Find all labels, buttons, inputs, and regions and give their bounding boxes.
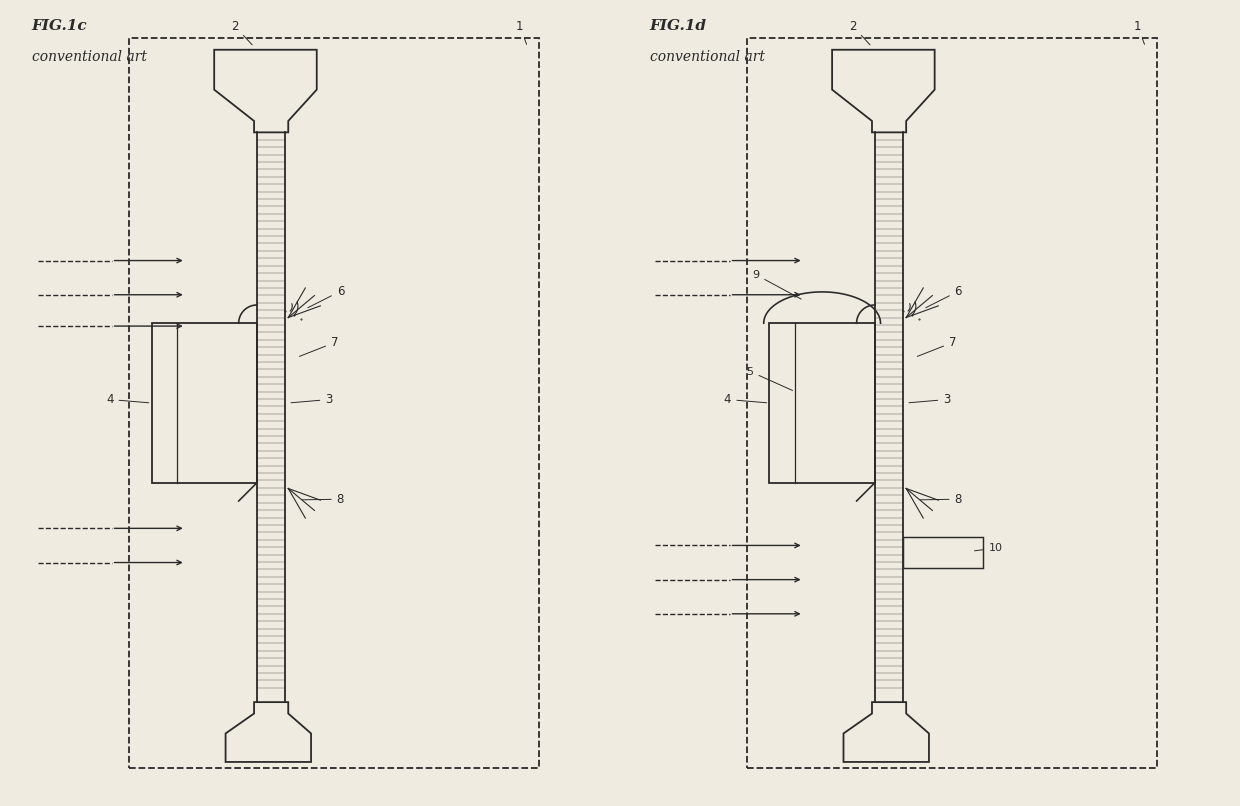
Text: 10: 10 <box>975 543 1003 553</box>
Text: 2: 2 <box>849 20 870 45</box>
Text: 3: 3 <box>291 393 332 406</box>
Bar <box>770 323 875 483</box>
Text: 1: 1 <box>1135 20 1145 44</box>
Text: 4: 4 <box>724 393 766 406</box>
Text: conventional art: conventional art <box>650 50 765 64</box>
Bar <box>151 323 257 483</box>
Text: FIG.1d: FIG.1d <box>650 19 707 33</box>
Bar <box>746 39 1157 767</box>
Text: 8: 8 <box>303 492 343 505</box>
Text: 9: 9 <box>753 270 801 299</box>
Text: FIG.1c: FIG.1c <box>32 19 88 33</box>
Text: 7: 7 <box>299 336 339 356</box>
Text: 6: 6 <box>308 285 345 308</box>
Bar <box>129 39 539 767</box>
Text: conventional art: conventional art <box>32 50 146 64</box>
Text: 2: 2 <box>232 20 252 45</box>
Text: 5: 5 <box>746 367 792 390</box>
Text: 1: 1 <box>516 20 527 44</box>
Text: 4: 4 <box>105 393 149 406</box>
Bar <box>903 537 983 568</box>
Text: 6: 6 <box>926 285 962 308</box>
Text: 7: 7 <box>918 336 956 356</box>
Text: 3: 3 <box>909 393 951 406</box>
Text: 8: 8 <box>920 492 962 505</box>
